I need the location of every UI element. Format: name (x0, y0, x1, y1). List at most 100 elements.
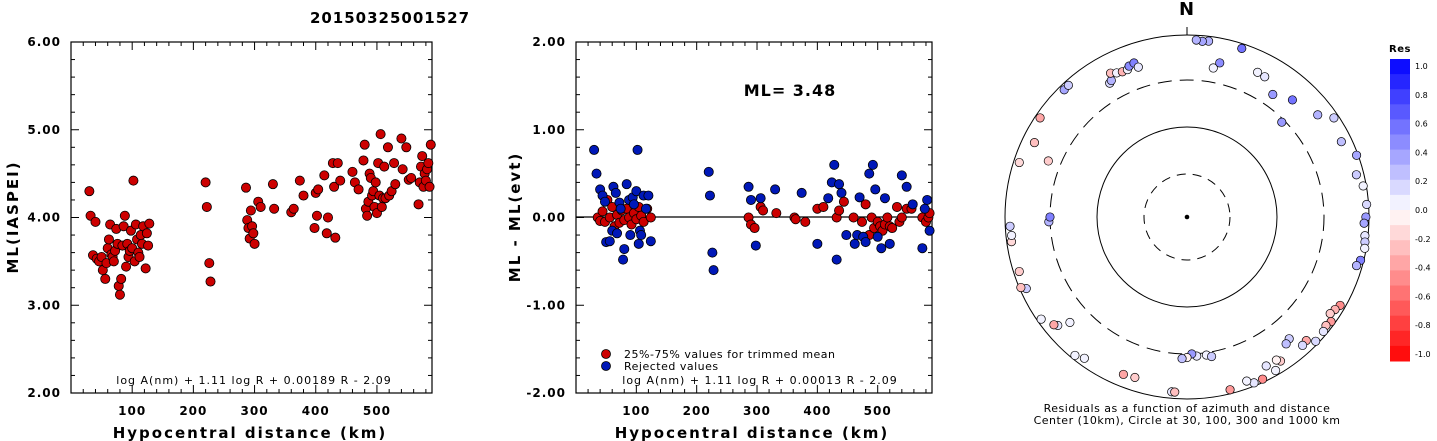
chart1-x-tick-label: 200 (179, 404, 207, 418)
legend-marker-rejected (601, 361, 611, 371)
data-point (424, 181, 435, 192)
colorbar-cell (1390, 210, 1410, 226)
data-point (707, 247, 718, 258)
data-point (396, 133, 407, 144)
data-point (638, 216, 649, 227)
colorbar-cell (1390, 300, 1410, 317)
data-point (589, 144, 600, 155)
azimuth-distance-residual-plot: N Residuals as a function of azimuth and… (1004, 0, 1372, 427)
data-point (887, 223, 898, 234)
chart2-x-tick-label: 100 (622, 404, 650, 418)
chart1-x-tick-label: 400 (302, 404, 330, 418)
station-residual-point (1351, 170, 1361, 180)
data-point (867, 159, 878, 170)
chart1-y-axis-label: ML(IASPEI) (4, 160, 22, 273)
data-point (245, 205, 256, 216)
station-residual-point (1261, 361, 1271, 371)
data-point (708, 265, 719, 276)
residual-colorbar: Res 1.0 0.8 0.6 0.4 0.2 0.0 -0.2 -0.4 -0.6 -0.8 -1… (1389, 44, 1431, 362)
colorbar-cell (1390, 255, 1410, 271)
data-point (854, 192, 865, 203)
data-point (114, 289, 125, 300)
polar-caption-line2: Center (10km), Circle at 30, 100, 300 an… (1034, 414, 1341, 427)
data-point (121, 261, 132, 272)
station-residual-point (1208, 63, 1218, 73)
polar-points (1005, 35, 1372, 397)
data-point (298, 190, 309, 201)
data-point (864, 168, 875, 179)
data-point (329, 181, 340, 192)
colorbar-tick-label: 0.4 (1415, 148, 1428, 157)
data-point (704, 190, 715, 201)
data-point (755, 193, 766, 204)
colorbar-cell (1390, 315, 1410, 332)
chart1-tick-marks (71, 41, 432, 394)
data-point (359, 139, 370, 150)
station-residual-point (1325, 309, 1335, 319)
data-point (919, 203, 930, 214)
colorbar-title: Res (1389, 44, 1411, 55)
data-point (599, 196, 610, 207)
data-point (417, 151, 428, 162)
data-point (332, 158, 343, 169)
colorbar-cell (1390, 240, 1410, 256)
data-point (870, 184, 881, 195)
data-point (836, 187, 847, 198)
data-point (901, 181, 912, 192)
data-point (597, 206, 608, 217)
station-residual-point (1118, 369, 1128, 379)
data-point (896, 212, 907, 223)
data-point (143, 240, 154, 251)
data-point (90, 216, 101, 227)
chart2-points (589, 144, 935, 276)
data-point (882, 212, 893, 223)
data-point (116, 273, 127, 284)
data-point (745, 194, 756, 205)
station-residual-point (1007, 230, 1017, 240)
data-point (834, 179, 845, 190)
data-point (796, 187, 807, 198)
station-residual-point (1268, 89, 1278, 100)
data-point (382, 142, 393, 153)
data-point (347, 166, 358, 177)
data-point (636, 230, 647, 241)
station-residual-point (1130, 372, 1140, 382)
colorbar-cell (1390, 74, 1410, 90)
data-point (397, 164, 408, 175)
legend-label-rejected: Rejected values (624, 360, 719, 373)
station-residual-point (1065, 317, 1075, 327)
station-residual-point (1036, 314, 1046, 324)
residual-vs-distance-chart: -2.00 -1.00 0.00 1.00 2.00 100 200 300 400 500 M… (506, 35, 935, 441)
chart2-y-tick-label: -2.00 (526, 386, 566, 400)
data-point (330, 232, 341, 243)
data-point (857, 216, 868, 227)
data-point (924, 225, 935, 236)
data-point (425, 139, 436, 150)
station-residual-point (1049, 320, 1059, 330)
chart1-y-tick-label: 5.00 (27, 123, 61, 137)
data-point (103, 234, 114, 245)
colorbar-cell (1390, 285, 1410, 302)
data-point (884, 238, 895, 249)
chart2-y-tick-label: -1.00 (526, 298, 566, 312)
colorbar-tick-label: 0.2 (1415, 177, 1428, 186)
data-point (389, 158, 400, 169)
data-point (134, 251, 145, 262)
ring-30km (1143, 173, 1231, 261)
station-residual-point (1215, 58, 1225, 68)
chart1-y-tick-label: 4.00 (27, 211, 61, 225)
station-residual-point (1313, 110, 1323, 120)
station-residual-point (1336, 137, 1346, 147)
data-point (703, 166, 714, 177)
data-point (140, 263, 151, 274)
data-point (645, 236, 656, 247)
data-point (896, 170, 907, 181)
station-residual-point (1014, 266, 1024, 277)
chart2-x-tick-labels: 100 200 300 400 500 (622, 404, 890, 418)
legend-marker-trimmed (601, 349, 611, 359)
station-residual-point (1177, 354, 1187, 364)
colorbar-cell (1390, 164, 1410, 181)
data-point (379, 161, 390, 172)
data-point (922, 194, 933, 205)
